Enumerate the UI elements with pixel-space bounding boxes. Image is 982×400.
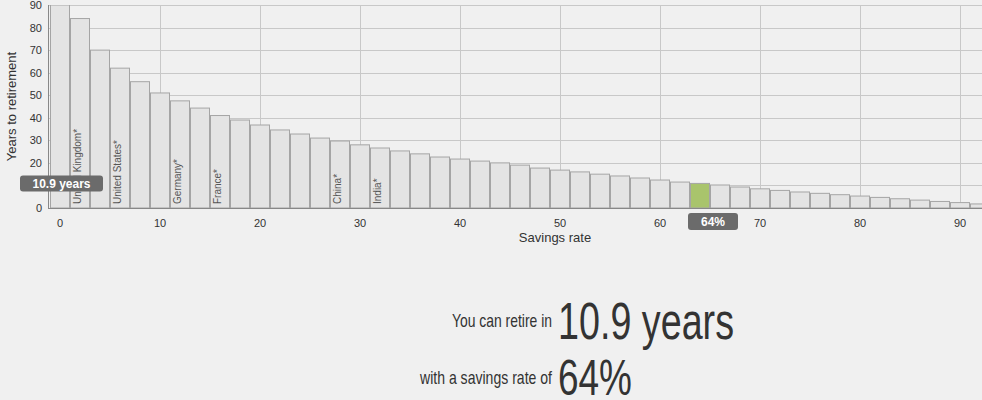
bar [411,154,430,208]
grid-line-y [48,28,982,29]
grid-line-y [48,5,982,6]
x-badge-label: 64% [701,215,725,229]
bar [851,196,870,208]
bars [51,5,982,208]
bar [231,120,250,208]
bar [491,163,510,208]
y-tick-label: 0 [36,202,42,214]
x-badge [688,213,738,230]
x-tick-label: 50 [554,217,566,229]
annotation: United States* [112,140,123,204]
bar [371,148,390,208]
bar [831,195,850,208]
y-tick-label: 90 [30,0,42,11]
bar [631,178,650,208]
y-tick-label: 20 [30,157,42,169]
x-tick-label: 90 [954,217,966,229]
bar [671,182,690,208]
bar [191,108,210,208]
bar [551,170,570,208]
grid-line-x [760,5,761,208]
y-axis-title: Years to retirement [4,51,19,161]
bar [211,116,230,208]
y-tick-label: 50 [30,89,42,101]
bar [711,185,730,208]
annotation: United Kingdom* [72,129,83,204]
bar [611,176,630,208]
x-tick-label: 60 [654,217,666,229]
y-badge-label: 10.9 years [32,177,90,191]
grid-line-y [48,50,982,51]
bar [511,165,530,208]
y-badge [20,175,103,191]
bar [871,197,890,208]
y-tick-label: 40 [30,112,42,124]
x-tick-label: 20 [254,217,266,229]
annotation: France* [212,169,223,204]
bar [591,174,610,208]
grid-line-x [960,5,961,208]
bar [271,130,290,208]
x-tick-label: 0 [57,217,63,229]
x-tick-label: 10 [154,217,166,229]
bar [391,151,410,208]
bar [951,203,970,208]
bar [811,193,830,208]
bar [891,199,910,208]
caption-text: with a savings rate of [419,367,552,388]
caption-text: You can retire in [452,310,552,331]
bar [731,187,750,208]
bar [311,138,330,208]
grid-line-y [48,208,982,209]
bar [651,180,670,208]
grid-line-x [660,5,661,208]
y-tick-label: 30 [30,134,42,146]
bar [931,201,950,208]
grid [48,5,982,209]
x-axis-title: Savings rate [519,230,591,245]
bar [291,134,310,208]
y-tick-label: 60 [30,67,42,79]
y-tick-label: 80 [30,22,42,34]
x-tick-label: 30 [354,217,366,229]
chart: United Kingdom* United States* Germany* Fra… [0,0,982,400]
bar [171,101,190,208]
annotation: India* [372,178,383,204]
bar [971,204,982,208]
bar [751,189,770,208]
bar [251,125,270,208]
bar [531,168,550,208]
bar [351,145,370,208]
grid-line-x [860,5,861,208]
annotation: China* [332,174,343,204]
bar [571,172,590,208]
grid-line-y [48,73,982,74]
bar [431,157,450,208]
y-tick-label: 70 [30,44,42,56]
bar [111,68,130,208]
bar [131,82,150,208]
bar [471,161,490,208]
bar [451,159,470,208]
bar [331,141,350,208]
x-tick-label: 80 [854,217,866,229]
bar [771,190,790,208]
caption-rate: 64% [558,350,632,400]
bar [151,93,170,208]
caption-years: 10.9 years [558,292,734,350]
x-axis [48,208,982,209]
x-tick-label: 70 [754,217,766,229]
bar [791,192,810,208]
bar [691,183,710,208]
grid-line-y [48,95,982,96]
bar [911,200,930,208]
annotation: Germany* [172,159,183,204]
x-tick-label: 40 [454,217,466,229]
